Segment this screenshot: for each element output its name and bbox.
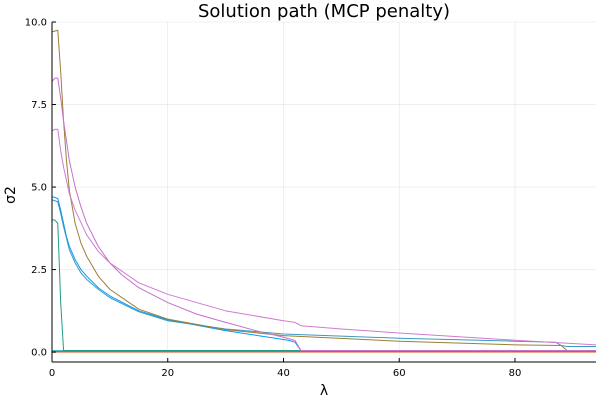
x-tick-label: 60 bbox=[393, 368, 406, 379]
y-tick-label: 2.5 bbox=[31, 265, 47, 276]
tick-layer: 0 20 40 60 80 0.0 2.5 5.0 7.5 10.0 bbox=[25, 18, 522, 380]
chart-title: Solution path (MCP penalty) bbox=[198, 1, 450, 22]
y-tick-label: 10.0 bbox=[25, 18, 47, 29]
series-line-5 bbox=[52, 219, 596, 351]
x-axis-label: λ bbox=[320, 383, 328, 399]
x-tick-label: 0 bbox=[49, 368, 55, 379]
series-line-8 bbox=[51, 77, 596, 351]
y-tick-label: 0.0 bbox=[31, 348, 47, 359]
x-tick-label: 20 bbox=[161, 368, 174, 379]
series-line-4 bbox=[52, 196, 596, 351]
y-axis-label: σ2 bbox=[3, 186, 19, 204]
y-tick-label: 5.0 bbox=[31, 183, 47, 194]
grid-layer bbox=[51, 21, 596, 362]
y-tick-label: 7.5 bbox=[31, 100, 47, 111]
axis-layer bbox=[51, 22, 596, 363]
x-tick-label: 80 bbox=[509, 368, 522, 379]
series-line-7 bbox=[51, 29, 596, 351]
series-line-9 bbox=[51, 128, 597, 346]
x-tick-label: 40 bbox=[277, 368, 290, 379]
series-layer bbox=[51, 29, 597, 353]
series-line-6 bbox=[52, 199, 596, 347]
